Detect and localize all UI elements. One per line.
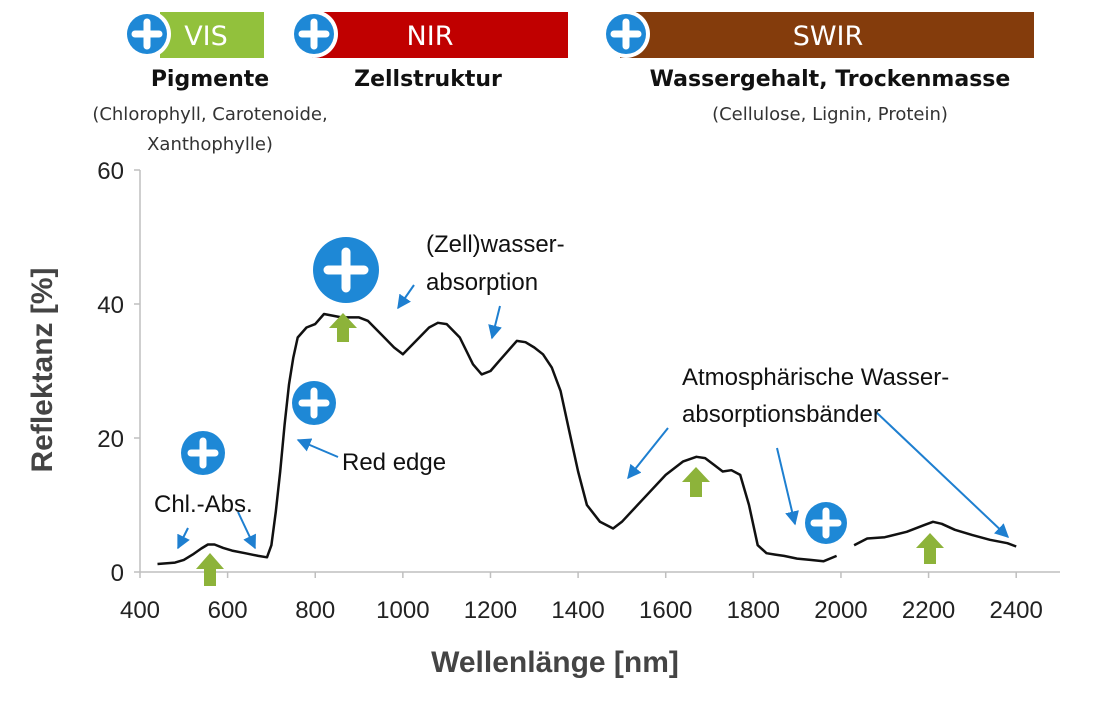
y-tick-label: 60	[97, 158, 124, 185]
chl-abs-label: Chl.-Abs.	[154, 491, 253, 518]
swir-band-bar	[620, 12, 1034, 58]
x-tick-label: 1000	[376, 597, 429, 624]
red-edge-arrow	[296, 438, 339, 458]
plus-icon	[290, 10, 338, 58]
x-tick-label: 1400	[551, 597, 604, 624]
cell-water-label-line1: (Zell)wasser-	[426, 231, 565, 258]
atmo-label-line2: absorptionsbänder	[682, 401, 881, 428]
x-tick-label: 800	[295, 597, 335, 624]
cell-water-label-line2: absorption	[426, 269, 538, 296]
swir-heading: Wassergehalt, Trockenmasse	[650, 67, 1011, 92]
x-tick-label: 1800	[727, 597, 780, 624]
plus-icon	[602, 10, 650, 58]
x-tick-label: 2400	[989, 597, 1042, 624]
reflectance-line-segment	[157, 312, 838, 566]
vis-detail-line2: Xanthophylle)	[147, 134, 273, 155]
atmo-arrow-1	[627, 427, 669, 480]
up-arrow-icon	[196, 553, 224, 586]
x-tick-label: 2200	[902, 597, 955, 624]
plus-icon	[801, 498, 851, 548]
plus-icon	[181, 431, 225, 475]
x-tick-label: 2000	[814, 597, 867, 624]
vis-band-bar	[160, 12, 264, 58]
red-edge-label: Red edge	[342, 449, 446, 476]
atmo-label-line1: Atmosphärische Wasser-	[682, 364, 949, 391]
cell-water-arrow-1	[397, 284, 415, 310]
nir-heading: Zellstruktur	[354, 67, 502, 92]
atmo-arrow-2	[776, 447, 799, 526]
atmo-arrow-3	[875, 411, 1010, 538]
vis-detail-line1: (Chlorophyll, Carotenoide,	[92, 104, 327, 125]
up-arrows	[196, 313, 944, 586]
pointer-arrows	[177, 284, 1010, 550]
cell-water-arrow-2	[488, 305, 502, 340]
nir-band-label: NIR	[407, 21, 454, 52]
band-swir: SWIR	[620, 12, 1034, 58]
y-tick-label: 20	[97, 426, 124, 453]
chl-arrow-left	[177, 527, 190, 550]
up-arrow-icon	[329, 313, 357, 342]
y-axis-title: Reflektanz [%]	[26, 267, 59, 472]
axes: 400 600 800 1000 1200 1400 1600 1800 2000 2200 240…	[97, 158, 1060, 624]
vis-heading: Pigmente	[151, 67, 269, 92]
plus-icon	[123, 10, 171, 58]
chl-arrow-right	[237, 511, 256, 550]
swir-band-label: SWIR	[793, 21, 864, 52]
plus-icon	[313, 237, 379, 303]
x-tick-label: 400	[120, 597, 160, 624]
x-tick-label: 1600	[639, 597, 692, 624]
x-tick-label: 600	[208, 597, 248, 624]
plus-icon	[292, 381, 336, 425]
reflectance-line-segment	[853, 520, 1017, 548]
band-nir: NIR	[312, 12, 568, 58]
up-arrow-icon	[916, 533, 944, 564]
vis-band-label: VIS	[184, 21, 228, 52]
y-tick-label: 40	[97, 292, 124, 319]
band-vis: VIS	[160, 12, 264, 58]
y-tick-label: 0	[111, 560, 124, 587]
up-arrow-icon	[682, 467, 710, 497]
swir-detail-line1: (Cellulose, Lignin, Protein)	[712, 104, 948, 125]
x-tick-label: 1200	[464, 597, 517, 624]
plus-badges	[123, 10, 851, 548]
reflectance-curve	[157, 312, 1017, 566]
nir-band-bar	[312, 12, 568, 58]
x-axis-title: Wellenlänge [nm]	[431, 646, 679, 679]
